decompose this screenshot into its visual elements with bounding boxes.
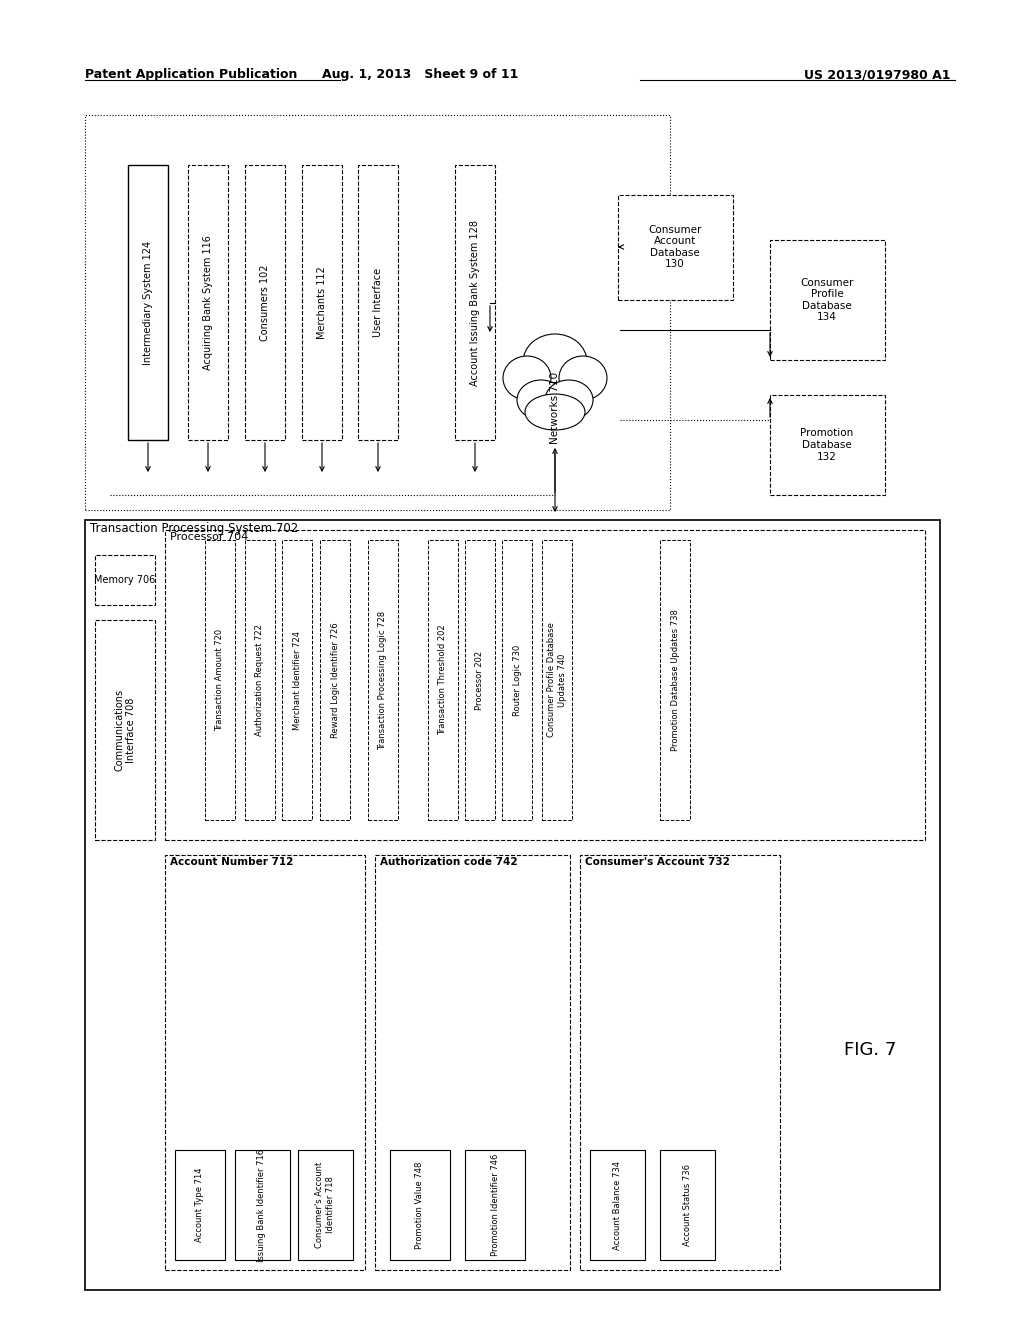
Bar — [205, 540, 234, 820]
Text: Merchants 112: Merchants 112 — [317, 267, 327, 339]
Text: Consumer Profile Database
Updates 740: Consumer Profile Database Updates 740 — [547, 623, 566, 738]
Bar — [770, 240, 885, 360]
Text: Account Balance 734: Account Balance 734 — [612, 1160, 622, 1250]
Bar — [245, 540, 275, 820]
Text: Processor 704: Processor 704 — [170, 532, 248, 543]
Text: Consumer
Account
Database
130: Consumer Account Database 130 — [648, 224, 701, 269]
Text: Memory 706: Memory 706 — [94, 576, 156, 585]
Bar — [590, 1150, 645, 1261]
Text: Communications
Interface 708: Communications Interface 708 — [115, 689, 136, 771]
Bar — [85, 520, 940, 1290]
Bar — [770, 395, 885, 495]
Bar — [358, 165, 398, 440]
Text: Authorization Request 722: Authorization Request 722 — [256, 624, 264, 737]
Text: Promotion Database Updates 738: Promotion Database Updates 738 — [671, 609, 680, 751]
Text: Transaction Amount 720: Transaction Amount 720 — [215, 628, 224, 731]
Bar — [390, 1150, 450, 1261]
Bar — [95, 620, 155, 840]
Text: Merchant Identifier 724: Merchant Identifier 724 — [293, 631, 301, 730]
Bar — [175, 1150, 225, 1261]
Text: Account Number 712: Account Number 712 — [170, 857, 293, 867]
Text: Account Type 714: Account Type 714 — [196, 1168, 205, 1242]
Ellipse shape — [517, 380, 565, 420]
Bar — [188, 165, 228, 440]
Text: User Interface: User Interface — [373, 268, 383, 337]
Bar — [368, 540, 398, 820]
Bar — [234, 1150, 290, 1261]
Ellipse shape — [523, 334, 587, 389]
Bar — [428, 540, 458, 820]
Bar — [165, 531, 925, 840]
Text: Router Logic 730: Router Logic 730 — [512, 644, 521, 715]
Text: Aug. 1, 2013   Sheet 9 of 11: Aug. 1, 2013 Sheet 9 of 11 — [322, 69, 518, 81]
Text: Account Status 736: Account Status 736 — [683, 1164, 691, 1246]
Bar — [660, 1150, 715, 1261]
Text: Acquiring Bank System 116: Acquiring Bank System 116 — [203, 235, 213, 370]
Text: Consumer's Account
Identifier 718: Consumer's Account Identifier 718 — [315, 1162, 335, 1249]
Bar — [165, 855, 365, 1270]
Ellipse shape — [545, 380, 593, 420]
Bar — [465, 1150, 525, 1261]
Text: Intermediary System 124: Intermediary System 124 — [143, 240, 153, 364]
Bar — [282, 540, 312, 820]
Text: Patent Application Publication: Patent Application Publication — [85, 69, 297, 81]
Text: Promotion Value 748: Promotion Value 748 — [416, 1162, 425, 1249]
Bar — [660, 540, 690, 820]
Bar — [85, 115, 670, 510]
Text: Transaction Threshold 202: Transaction Threshold 202 — [438, 624, 447, 735]
Text: Consumers 102: Consumers 102 — [260, 264, 270, 341]
Bar — [245, 165, 285, 440]
Text: Consumer's Account 732: Consumer's Account 732 — [585, 857, 730, 867]
Bar — [319, 540, 350, 820]
Bar — [502, 540, 532, 820]
Bar — [298, 1150, 353, 1261]
Text: Transaction Processing System 702: Transaction Processing System 702 — [90, 521, 298, 535]
Text: Transaction Processing Logic 728: Transaction Processing Logic 728 — [379, 610, 387, 750]
Text: FIG. 7: FIG. 7 — [844, 1041, 896, 1059]
Text: Networks 710: Networks 710 — [550, 372, 560, 444]
Ellipse shape — [525, 393, 585, 430]
Text: Promotion Identifier 746: Promotion Identifier 746 — [490, 1154, 500, 1257]
Bar — [95, 554, 155, 605]
Bar — [618, 195, 733, 300]
Ellipse shape — [503, 356, 551, 400]
Text: US 2013/0197980 A1: US 2013/0197980 A1 — [804, 69, 950, 81]
Bar — [375, 855, 570, 1270]
Text: Authorization code 742: Authorization code 742 — [380, 857, 517, 867]
Text: Consumer
Profile
Database
134: Consumer Profile Database 134 — [801, 277, 854, 322]
Bar — [542, 540, 572, 820]
Text: Account Issuing Bank System 128: Account Issuing Bank System 128 — [470, 219, 480, 385]
Text: Promotion
Database
132: Promotion Database 132 — [801, 429, 854, 462]
Bar — [128, 165, 168, 440]
Bar — [580, 855, 780, 1270]
Bar — [455, 165, 495, 440]
Text: Processor 202: Processor 202 — [475, 651, 484, 710]
Text: Issuing Bank Identifier 716: Issuing Bank Identifier 716 — [257, 1148, 266, 1262]
Bar — [302, 165, 342, 440]
Bar — [465, 540, 495, 820]
Text: Reward Logic Identifier 726: Reward Logic Identifier 726 — [331, 622, 340, 738]
Ellipse shape — [559, 356, 607, 400]
